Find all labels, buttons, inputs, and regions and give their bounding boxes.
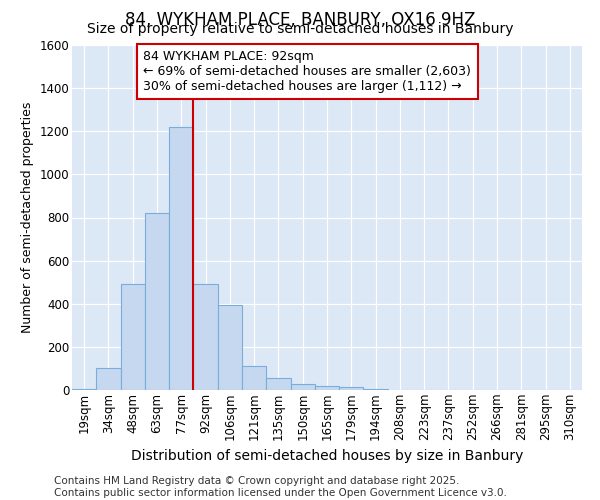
Bar [169, 127, 193, 390]
Bar [339, 387, 364, 390]
Bar [121, 284, 145, 390]
Bar [290, 384, 315, 390]
Bar [145, 213, 169, 390]
X-axis label: Distribution of semi-detached houses by size in Banbury: Distribution of semi-detached houses by … [131, 448, 523, 462]
Bar [218, 305, 242, 390]
Bar [96, 368, 121, 390]
Bar [193, 284, 218, 390]
Text: 84, WYKHAM PLACE, BANBURY, OX16 9HZ: 84, WYKHAM PLACE, BANBURY, OX16 9HZ [125, 11, 475, 29]
Bar [72, 389, 96, 390]
Bar [266, 378, 290, 390]
Text: 84 WYKHAM PLACE: 92sqm
← 69% of semi-detached houses are smaller (2,603)
30% of : 84 WYKHAM PLACE: 92sqm ← 69% of semi-det… [143, 50, 471, 93]
Text: Size of property relative to semi-detached houses in Banbury: Size of property relative to semi-detach… [87, 22, 513, 36]
Bar [364, 389, 388, 390]
Text: Contains HM Land Registry data © Crown copyright and database right 2025.
Contai: Contains HM Land Registry data © Crown c… [54, 476, 507, 498]
Bar [315, 386, 339, 390]
Y-axis label: Number of semi-detached properties: Number of semi-detached properties [21, 102, 34, 333]
Bar [242, 366, 266, 390]
